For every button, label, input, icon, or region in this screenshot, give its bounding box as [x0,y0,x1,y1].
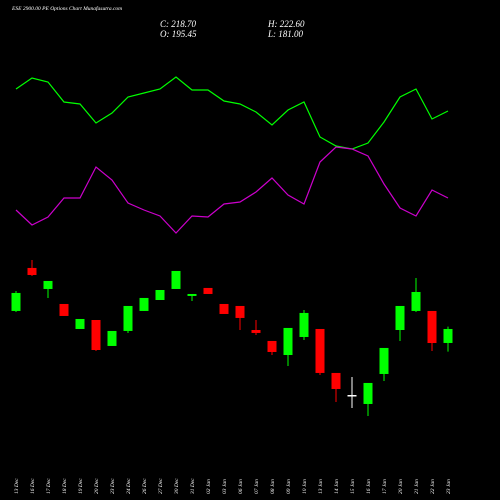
candle-body [139,297,149,311]
x-tick-label: 19 Dec [78,478,84,494]
candle-body [363,382,373,404]
candle-body [411,291,421,311]
candle-body [11,292,21,311]
candle-body [43,280,53,289]
x-tick-label: 06 Jan [238,479,244,494]
x-tick-label: 23 Jan [446,479,452,494]
x-tick-label: 17 Dec [46,478,52,494]
chart-title: ESE 2900.00 PE Options Chart Munafasutra… [11,5,122,12]
candle-body [59,303,69,316]
candle-body [107,330,117,346]
x-tick-label: 26 Dec [142,478,148,494]
candle-body [187,293,197,296]
x-tick-label: 27 Dec [158,478,164,494]
x-tick-label: 10 Jan [302,479,308,494]
x-tick-label: 16 Jan [366,479,372,494]
x-tick-label: 07 Jan [254,479,260,494]
x-tick-label: 30 Dec [174,478,180,495]
candle-body [219,303,229,314]
x-tick-label: 08 Jan [270,479,276,494]
x-tick-label: 09 Jan [286,479,292,494]
candle-body [315,328,325,373]
indicator-line [15,76,449,150]
high-label: H: 222.60 [267,19,305,29]
x-tick-label: 13 Dec [14,478,20,494]
candle-body [267,340,277,352]
x-tick-label: 17 Jan [382,479,388,494]
candle-body [283,327,293,355]
indicator-line [15,146,449,234]
x-tick-label: 20 Jan [398,479,404,494]
candle-body [235,305,245,318]
candle-body [203,287,213,294]
candle-body [171,270,181,289]
x-tick-label: 21 Jan [414,479,420,494]
close-label: C: 218.70 [160,19,197,29]
x-tick-label: 20 Dec [94,478,100,494]
x-tick-label: 14 Jan [333,479,340,494]
x-tick-label: 13 Jan [318,479,324,494]
x-tick-label: 03 Jan [222,479,228,494]
candle-body [331,372,341,389]
candle-body [251,330,261,333]
candle-body [155,290,165,300]
open-label: O: 195.45 [160,29,197,39]
x-tick-label: 31 Dec [190,478,196,495]
x-tick-label: 16 Dec [30,478,36,494]
x-tick-label: 02 Jan [206,479,212,494]
candle-body [347,395,357,397]
candle-body [75,318,85,329]
x-tick-label: 23 Dec [110,478,116,494]
x-tick-label: 22 Jan [430,479,436,494]
candle-body [395,305,405,330]
candle-body [27,267,37,275]
candle-body [123,305,133,331]
candle-body [91,320,101,350]
candle-body [427,310,437,344]
x-tick-label: 15 Jan [350,479,356,494]
candle-body [443,328,453,343]
candle-body [379,347,389,374]
candle-body [299,312,309,337]
x-tick-label: 18 Dec [62,478,68,494]
low-label: L: 181.00 [267,29,304,39]
x-tick-label: 24 Dec [125,478,132,494]
